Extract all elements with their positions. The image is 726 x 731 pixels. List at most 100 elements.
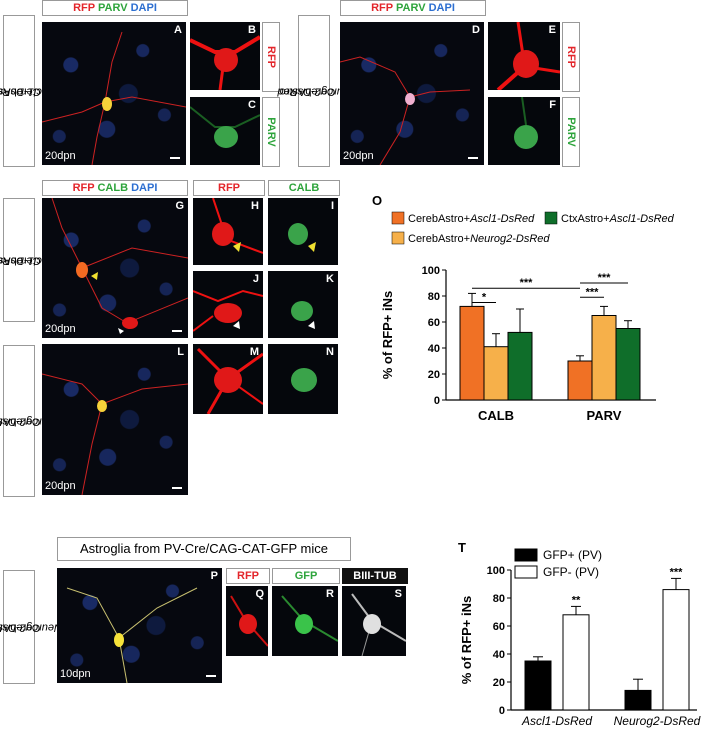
legend-swatch bbox=[544, 211, 558, 225]
panel-label-S: S bbox=[394, 588, 402, 600]
y-tick-label: 100 bbox=[422, 265, 440, 277]
panel-label-Q: Q bbox=[255, 588, 264, 600]
bar bbox=[507, 331, 533, 401]
scale-bar bbox=[206, 675, 216, 677]
chart-T: GFP+ (PV) GFP- (PV) 0 20 40 60 80 100 % of RFP+ … bbox=[459, 548, 701, 728]
panel-label-K: K bbox=[326, 273, 334, 285]
y-axis-label: % of RFP+ iNs bbox=[380, 291, 395, 380]
y-tick-label: 0 bbox=[434, 395, 440, 407]
legend-label: CerebAstro+Ascl1-DsRed bbox=[408, 213, 535, 225]
micrograph-M: M bbox=[193, 344, 263, 414]
x-category-label: Ascl1-DsRed bbox=[521, 714, 592, 728]
micrograph-J: J bbox=[193, 271, 263, 338]
neuron-drawing-K bbox=[291, 301, 315, 329]
neuron-drawing-C bbox=[190, 106, 260, 148]
micrograph-B: B bbox=[190, 22, 260, 90]
chart-O: CerebAstro+Ascl1-DsRed CtxAstro+Ascl1-DsR… bbox=[380, 211, 675, 423]
header-rfp: RFP bbox=[73, 2, 95, 14]
header-dapi: DAPI bbox=[428, 2, 455, 14]
dpn-label-A: 20dpn bbox=[45, 150, 76, 162]
bar bbox=[483, 346, 509, 401]
side-label-ascl1-row1: CerebAstro+Ascl1-DsRed bbox=[0, 15, 61, 167]
panel-label-N: N bbox=[326, 346, 334, 358]
header-gfp-R: GFP bbox=[272, 568, 340, 584]
neuron-drawing-Q bbox=[230, 595, 268, 647]
panel-label-P: P bbox=[210, 570, 218, 582]
neuron-drawing-A bbox=[42, 31, 186, 165]
side-label-F: PARV bbox=[562, 97, 580, 167]
y-tick-label: 60 bbox=[428, 317, 440, 329]
micrograph-D: D 20dpn bbox=[340, 22, 484, 165]
bar bbox=[562, 614, 590, 711]
significance-label: * bbox=[482, 292, 487, 304]
neuron-drawing-P bbox=[66, 587, 198, 683]
legend-swatch bbox=[391, 211, 405, 225]
header-rfp-calb-dapi: RFP CALB DAPI bbox=[42, 180, 188, 196]
panel-label-O: O bbox=[372, 193, 383, 208]
side-label-B: RFP bbox=[262, 22, 280, 92]
legend-prefix: CerebAstro+ bbox=[408, 213, 470, 225]
y-tick-label: 60 bbox=[493, 621, 505, 633]
header-rfp: RFP bbox=[371, 2, 393, 14]
legend-swatch bbox=[514, 548, 538, 562]
legend-label: GFP- (PV) bbox=[543, 565, 599, 579]
panel-label-E: E bbox=[548, 24, 556, 36]
panel-label-H: H bbox=[251, 200, 259, 212]
panel-label-G: G bbox=[175, 200, 184, 212]
scale-bar bbox=[468, 157, 478, 159]
significance-label: *** bbox=[670, 566, 684, 578]
legend-label: GFP+ (PV) bbox=[543, 548, 602, 562]
micrograph-K: K bbox=[268, 271, 338, 338]
y-axis-label: % of RFP+ iNs bbox=[459, 596, 474, 685]
dpn-label-L: 20dpn bbox=[45, 480, 76, 492]
legend-label: CerebAstro+Neurog2-DsRed bbox=[408, 233, 550, 245]
bar bbox=[524, 660, 552, 711]
panel-label-J: J bbox=[252, 273, 259, 285]
y-tick-label: 40 bbox=[428, 343, 440, 355]
micrograph-Q: Q bbox=[226, 586, 268, 656]
panel-label-T: T bbox=[458, 540, 466, 555]
micrograph-P: P 10dpn bbox=[57, 568, 222, 683]
legend-gene: Ascl1-DsRed bbox=[469, 213, 535, 225]
panel-label-I: I bbox=[330, 200, 334, 212]
micrograph-S: S bbox=[342, 586, 406, 656]
legend-label: CtxAstro+Ascl1-DsRed bbox=[561, 213, 675, 225]
panel-label-F: F bbox=[549, 99, 556, 111]
neuron-drawing-B bbox=[190, 35, 260, 90]
neuron-drawing-N bbox=[291, 368, 317, 392]
bar bbox=[615, 328, 641, 401]
y-tick-label: 0 bbox=[499, 705, 505, 717]
micrograph-E: E bbox=[488, 22, 560, 90]
side-label-E: RFP bbox=[562, 22, 580, 92]
header-btub-S: BIII-TUB bbox=[342, 568, 408, 584]
micrograph-N: N bbox=[268, 344, 338, 414]
legend-swatch bbox=[391, 231, 405, 245]
header-rfp-H: RFP bbox=[193, 180, 265, 196]
neuron-drawing-E bbox=[496, 22, 560, 90]
side-label-neurog2-row3: CerebAstro+Neurog2-DsRed bbox=[0, 570, 68, 684]
panel-label-R: R bbox=[326, 588, 334, 600]
scale-bar bbox=[172, 487, 182, 489]
side-label-C: PARV bbox=[262, 97, 280, 167]
neuron-drawing-S bbox=[351, 593, 406, 656]
header-rfp: RFP bbox=[72, 182, 95, 194]
panel-label-A: A bbox=[174, 24, 182, 36]
micrograph-I: I bbox=[268, 198, 338, 265]
panel-label-B: B bbox=[248, 24, 256, 36]
micrograph-G: G 20dpn bbox=[42, 198, 188, 338]
panel-label-L: L bbox=[177, 346, 184, 358]
x-category-label: PARV bbox=[587, 408, 622, 423]
neuron-drawing-F bbox=[514, 97, 538, 149]
bar bbox=[591, 315, 617, 401]
legend-gene: Ascl1-DsRed bbox=[609, 213, 675, 225]
side-label-neurog2-row2: CerebAstro+Neurog2-DsRed bbox=[0, 345, 68, 497]
micrograph-L: L 20dpn bbox=[42, 344, 188, 495]
header-calb: CALB bbox=[97, 182, 129, 194]
header-parv: PARV bbox=[97, 2, 128, 14]
neuron-drawing-I bbox=[288, 223, 316, 252]
side-label-neurog2-row1: CerebAstro +Neurog2-DsRed bbox=[278, 15, 363, 167]
significance-label: *** bbox=[520, 277, 534, 289]
scale-bar bbox=[170, 157, 180, 159]
scale-bar bbox=[172, 330, 182, 332]
dpn-label-D: 20dpn bbox=[343, 150, 374, 162]
